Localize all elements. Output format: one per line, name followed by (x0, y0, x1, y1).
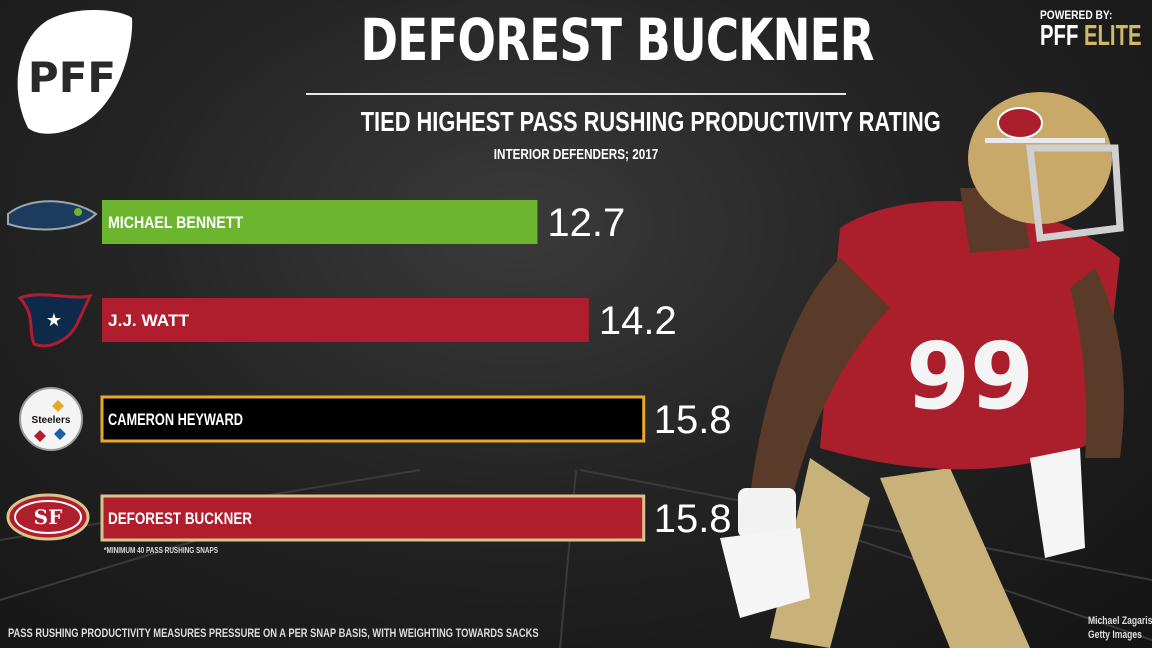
title-divider (306, 93, 846, 95)
svg-text:SF: SF (34, 505, 63, 529)
svg-text:Steelers: Steelers (32, 415, 71, 426)
bar-label: J.J. WATT (108, 311, 190, 330)
bar-value-label: 15.8 (654, 497, 732, 541)
bar-49ers (100, 494, 646, 542)
page-title: DEFOREST BUCKNER (360, 6, 875, 74)
bar-value-label: 12.7 (547, 201, 625, 245)
bar-seahawks (102, 200, 538, 244)
chart-subtitle: INTERIOR DEFENDERS; 2017 (493, 146, 659, 163)
seahawks-logo (7, 200, 98, 231)
definition-footnote: PASS RUSHING PRODUCTIVITY MEASURES PRESS… (8, 626, 539, 640)
jersey-number: 99 (906, 323, 1034, 430)
player-photo: 99 (720, 92, 1124, 648)
bar-value-label: 15.8 (654, 398, 732, 442)
49ers-logo: SF (6, 493, 90, 541)
bar-label: CAMERON HEYWARD (108, 410, 243, 429)
bar-label: MICHAEL BENNETT (108, 213, 244, 232)
bar-steelers (100, 395, 646, 443)
texans-logo: ★ (17, 293, 93, 348)
minimum-snaps-note: *MINIMUM 40 PASS RUSHING SNAPS (104, 546, 219, 555)
pff-logo-text: PFF (28, 53, 116, 102)
powered-by-label: POWERED BY: (1040, 8, 1113, 22)
bar-label: DEFOREST BUCKNER (108, 509, 252, 528)
pff-elite-logo: PFF ELITE (1040, 20, 1142, 52)
svg-text:★: ★ (46, 310, 62, 331)
pff-logo: PFF (17, 9, 133, 134)
photo-credit: Michael Zagaris/ Getty Images (1088, 615, 1152, 641)
bar-texans (102, 298, 589, 342)
steelers-logo: Steelers (19, 387, 83, 451)
bar-value-label: 14.2 (599, 299, 677, 343)
